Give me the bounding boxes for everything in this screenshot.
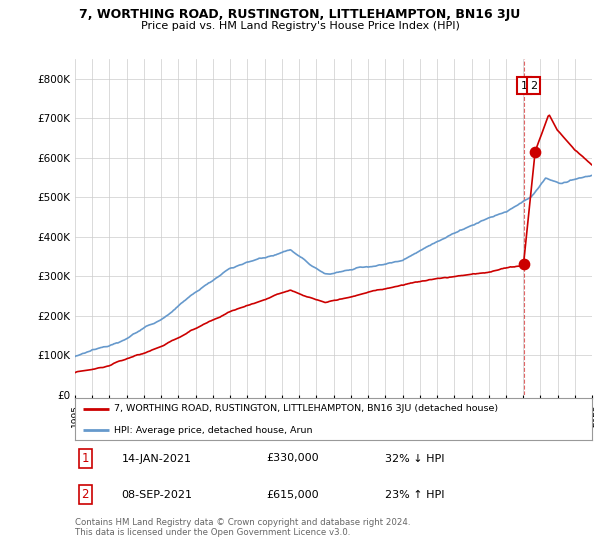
Text: 7, WORTHING ROAD, RUSTINGTON, LITTLEHAMPTON, BN16 3JU (detached house): 7, WORTHING ROAD, RUSTINGTON, LITTLEHAMP… [114,404,498,413]
Text: 23% ↑ HPI: 23% ↑ HPI [385,490,445,500]
Text: 2: 2 [82,488,89,501]
Text: 1: 1 [520,81,527,91]
Text: £330,000: £330,000 [266,454,319,464]
Text: 7, WORTHING ROAD, RUSTINGTON, LITTLEHAMPTON, BN16 3JU: 7, WORTHING ROAD, RUSTINGTON, LITTLEHAMP… [79,8,521,21]
Text: 14-JAN-2021: 14-JAN-2021 [122,454,191,464]
Text: 1: 1 [82,452,89,465]
Text: Contains HM Land Registry data © Crown copyright and database right 2024.
This d: Contains HM Land Registry data © Crown c… [75,518,410,538]
Text: 32% ↓ HPI: 32% ↓ HPI [385,454,445,464]
Text: 08-SEP-2021: 08-SEP-2021 [122,490,193,500]
Text: 2: 2 [530,81,537,91]
Text: HPI: Average price, detached house, Arun: HPI: Average price, detached house, Arun [114,426,312,435]
Text: £615,000: £615,000 [266,490,319,500]
Point [530,147,540,156]
Point [519,260,529,269]
Text: Price paid vs. HM Land Registry's House Price Index (HPI): Price paid vs. HM Land Registry's House … [140,21,460,31]
